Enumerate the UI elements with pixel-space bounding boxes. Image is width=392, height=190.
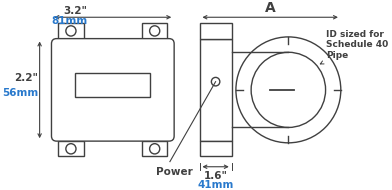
Bar xyxy=(58,141,83,157)
Bar xyxy=(142,23,167,39)
Text: 41mm: 41mm xyxy=(198,180,234,190)
Bar xyxy=(200,141,232,157)
Circle shape xyxy=(66,26,76,36)
Circle shape xyxy=(211,77,220,86)
Bar xyxy=(142,141,167,157)
Circle shape xyxy=(150,26,160,36)
Text: Power: Power xyxy=(156,167,192,177)
Text: 3.2": 3.2" xyxy=(64,6,87,16)
Bar xyxy=(58,23,83,39)
FancyBboxPatch shape xyxy=(51,39,174,141)
Circle shape xyxy=(150,144,160,154)
Circle shape xyxy=(251,52,326,127)
Text: 2.2": 2.2" xyxy=(14,73,38,83)
Text: ID sized for
Schedule 40
Pipe: ID sized for Schedule 40 Pipe xyxy=(320,30,389,64)
Text: A: A xyxy=(265,1,276,15)
Bar xyxy=(200,23,232,39)
Bar xyxy=(200,39,232,141)
Text: 81mm: 81mm xyxy=(51,16,87,26)
Circle shape xyxy=(66,144,76,154)
Text: 1.6": 1.6" xyxy=(203,171,228,181)
Bar xyxy=(75,73,151,97)
Text: 56mm: 56mm xyxy=(2,88,38,98)
Circle shape xyxy=(236,37,341,143)
